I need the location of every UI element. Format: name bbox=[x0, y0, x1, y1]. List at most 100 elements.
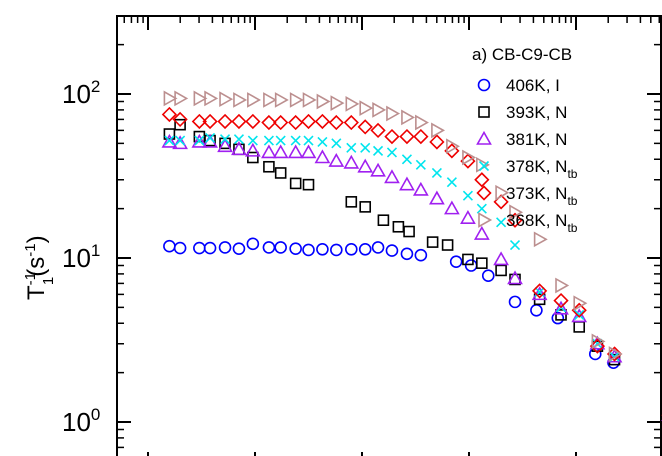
data-point bbox=[555, 309, 567, 321]
data-point bbox=[462, 190, 473, 201]
data-point bbox=[302, 178, 315, 191]
data-point bbox=[232, 242, 246, 255]
data-point bbox=[571, 308, 588, 323]
data-point bbox=[217, 138, 233, 153]
data-point bbox=[261, 114, 277, 131]
data-point bbox=[287, 144, 304, 159]
data-point bbox=[314, 113, 331, 130]
data-point bbox=[233, 134, 245, 145]
data-point bbox=[328, 114, 344, 131]
data-point bbox=[386, 147, 398, 158]
data-point bbox=[233, 92, 248, 108]
data-points bbox=[161, 90, 662, 422]
data-point bbox=[303, 135, 314, 146]
data-point bbox=[289, 92, 304, 108]
data-point bbox=[508, 295, 522, 309]
data-point bbox=[551, 311, 565, 325]
data-point bbox=[370, 122, 386, 139]
legend-label: 378K, Ntb bbox=[506, 157, 578, 181]
data-point bbox=[372, 145, 384, 156]
data-point bbox=[275, 135, 286, 146]
data-point bbox=[429, 190, 445, 205]
data-point bbox=[370, 162, 386, 177]
data-point bbox=[414, 248, 428, 262]
data-point bbox=[174, 90, 189, 107]
data-point bbox=[300, 144, 317, 159]
y-axis-label: T-11(s-1) bbox=[22, 235, 57, 300]
data-point bbox=[204, 90, 219, 107]
data-point bbox=[219, 134, 231, 145]
data-point bbox=[316, 242, 329, 256]
legend-label: 406K, I bbox=[506, 76, 560, 95]
y-tick-label-base: 10 bbox=[62, 79, 91, 109]
data-point bbox=[573, 321, 586, 333]
data-point bbox=[462, 149, 477, 166]
legend-label-sub: tb bbox=[567, 194, 577, 208]
data-point bbox=[377, 214, 390, 227]
data-point bbox=[399, 128, 415, 145]
data-point bbox=[359, 201, 372, 213]
data-point bbox=[161, 106, 178, 123]
data-point bbox=[247, 92, 261, 108]
data-point bbox=[415, 114, 429, 131]
data-point bbox=[358, 242, 372, 256]
data-point bbox=[464, 259, 478, 272]
series-393k-n bbox=[163, 118, 621, 366]
legend-label-main: 381K, N bbox=[506, 130, 567, 149]
data-point bbox=[413, 128, 429, 145]
y-axis-label-sup1: -1 bbox=[22, 272, 39, 285]
data-point bbox=[191, 113, 207, 130]
data-point bbox=[426, 236, 439, 248]
data-point bbox=[444, 200, 460, 215]
data-point bbox=[245, 113, 261, 130]
data-point bbox=[218, 241, 232, 254]
data-point bbox=[203, 241, 217, 255]
data-point bbox=[345, 196, 358, 208]
data-point bbox=[174, 118, 186, 131]
y-tick-label: 101 bbox=[62, 241, 100, 273]
data-point bbox=[288, 114, 304, 131]
y-tick-label-exponent: 1 bbox=[91, 241, 100, 260]
data-point bbox=[384, 128, 400, 145]
data-point bbox=[194, 135, 205, 146]
data-point bbox=[274, 167, 287, 179]
data-point bbox=[371, 241, 385, 254]
data-point bbox=[163, 90, 178, 107]
data-point bbox=[400, 247, 414, 261]
y-axis-label-mid: (s bbox=[23, 257, 50, 277]
data-point bbox=[163, 128, 176, 140]
legend-label: 381K, N bbox=[506, 130, 567, 149]
data-point bbox=[193, 90, 208, 107]
data-point bbox=[429, 134, 445, 150]
y-axis-label-sub: 1 bbox=[40, 277, 57, 285]
data-point bbox=[317, 136, 328, 148]
data-point bbox=[231, 113, 247, 130]
legend-marker bbox=[477, 78, 491, 92]
data-point bbox=[172, 111, 188, 128]
data-point bbox=[399, 176, 415, 191]
legend-marker bbox=[478, 160, 490, 172]
data-point bbox=[247, 151, 259, 164]
data-point bbox=[531, 283, 548, 299]
data-point bbox=[261, 144, 277, 159]
data-point bbox=[300, 113, 317, 130]
legend-marker bbox=[478, 106, 490, 118]
data-point bbox=[330, 95, 345, 111]
data-point bbox=[331, 138, 342, 149]
legend-label-main: 373K, N bbox=[506, 184, 567, 203]
series-381k-n bbox=[161, 133, 662, 422]
data-point bbox=[316, 93, 331, 110]
data-point bbox=[244, 142, 261, 157]
data-point bbox=[163, 239, 176, 253]
y-tick-label: 100 bbox=[62, 405, 100, 437]
series-406k-i bbox=[163, 237, 620, 369]
data-point bbox=[290, 135, 301, 146]
data-point bbox=[441, 239, 454, 251]
legend-label: 373K, Ntb bbox=[506, 184, 578, 208]
data-point bbox=[392, 220, 405, 233]
data-point bbox=[357, 158, 374, 173]
data-point bbox=[247, 135, 258, 146]
